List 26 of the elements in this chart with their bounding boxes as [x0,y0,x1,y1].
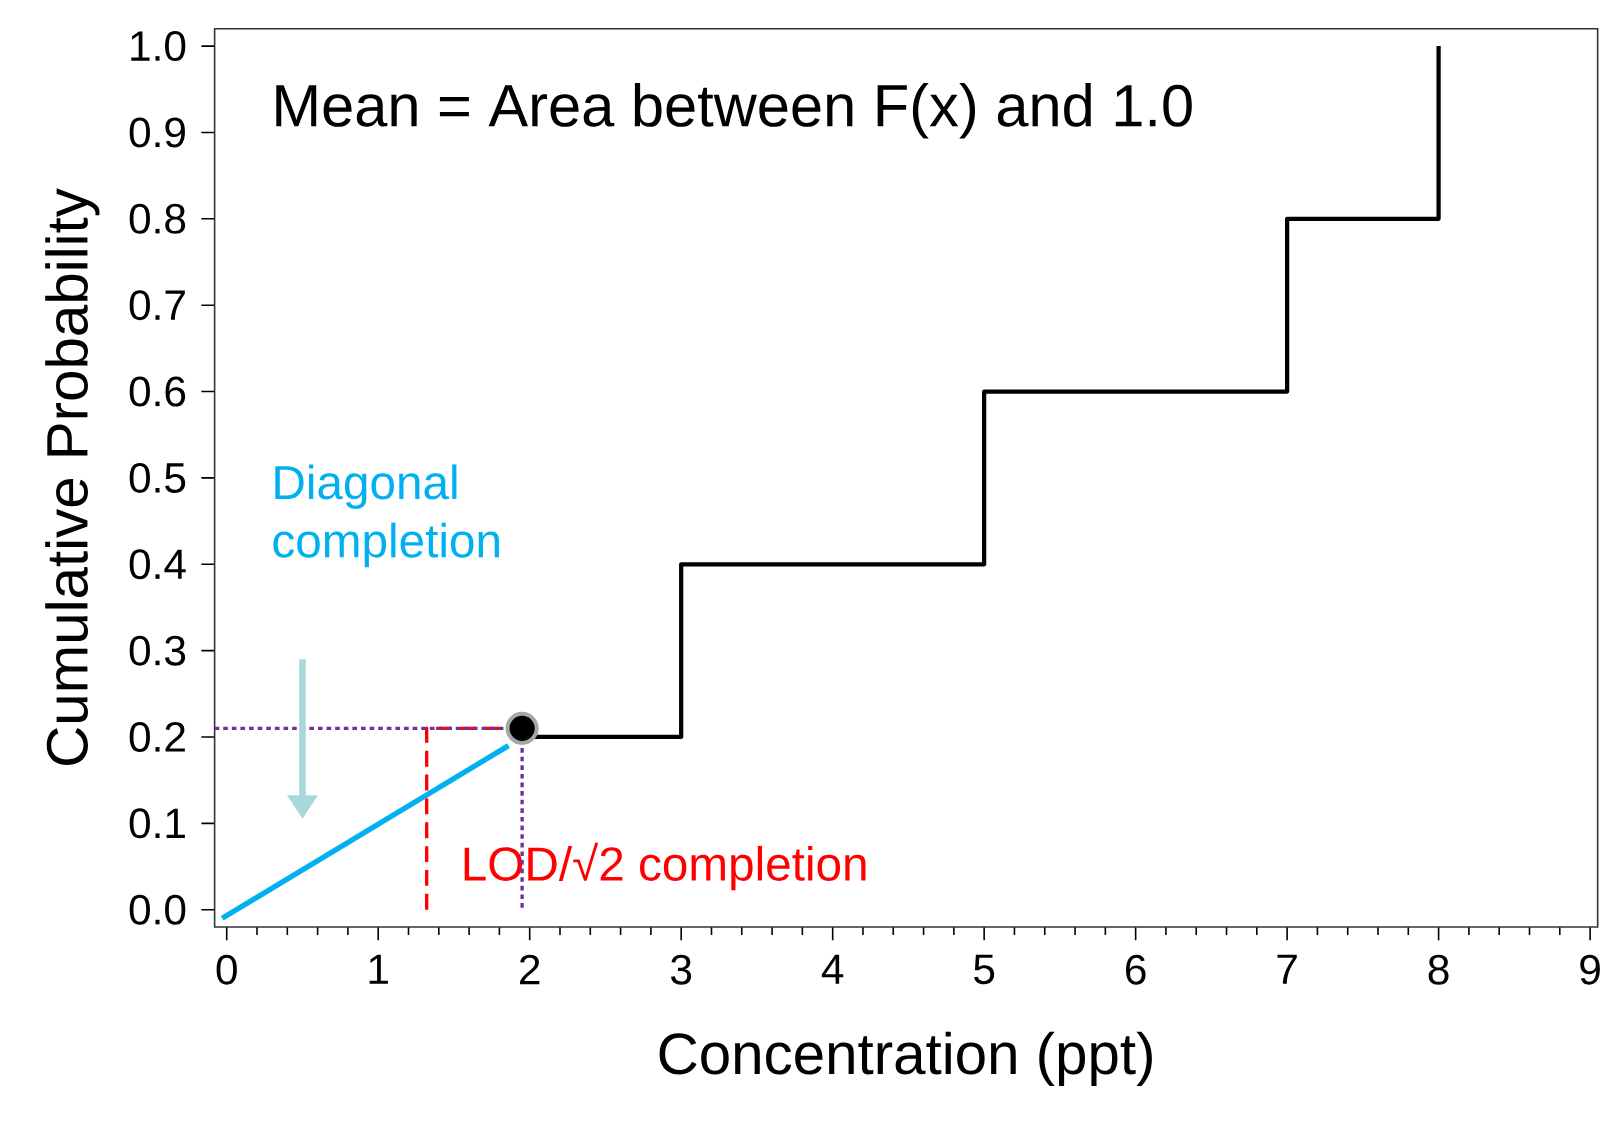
x-tick-label: 8 [1428,954,1449,985]
x-tick-label: 1 [369,954,388,984]
y-tick-label: 0.8 [129,204,186,234]
x-tick-label: 0 [216,954,237,985]
y-tick-label: 1.0 [131,31,186,62]
x-tick-label: 9 [1580,954,1600,985]
y-tick-label: 0.7 [129,290,185,321]
y-tick-label: 0.1 [129,808,185,839]
x-tick-label: 4 [821,954,844,984]
y-tick-label: 0.6 [129,376,186,407]
y-tick-label: 0.4 [129,549,186,580]
series-label: LOD/√2 completion [464,842,866,891]
annotation: Mean = Area between F(x) and 1.0 [276,83,1192,139]
x-tick-label: 6 [1126,954,1146,985]
y-tick-label: 0.0 [129,894,186,925]
y-tick-label: 0.5 [129,463,186,494]
y-tick-label: 0.2 [129,722,185,753]
x-tick-label: 3 [671,954,692,985]
y-axis-title: Cumulative Probability [45,188,100,766]
x-tick-label: 5 [974,954,995,985]
y-tick-label: 0.3 [129,635,186,666]
x-tick-label: 7 [1277,954,1297,984]
x-axis-title: Concentration (ppt) [659,1031,1152,1087]
x-tick-label: 2 [520,954,540,985]
y-tick-label: 0.9 [129,117,185,148]
text: Diagonal completion [273,464,499,568]
